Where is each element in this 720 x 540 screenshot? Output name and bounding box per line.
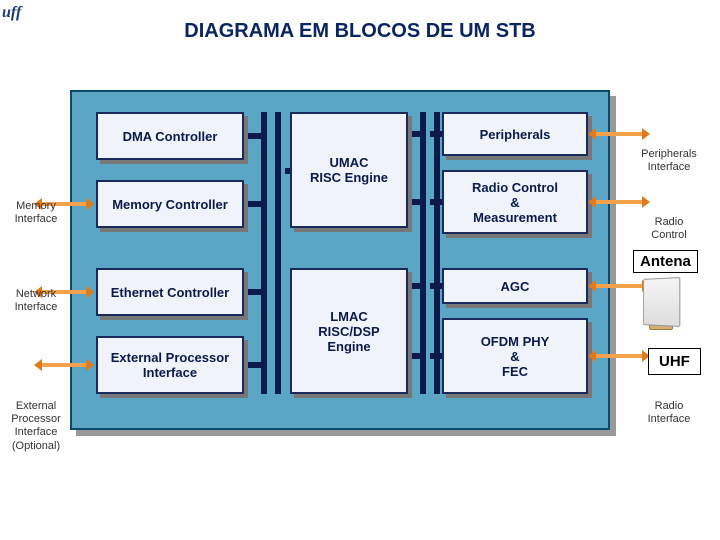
block-radio: Radio Control & Measurement <box>442 170 588 234</box>
title-text: DIAGRAMA EM BLOCOS DE UM STB <box>184 20 535 42</box>
antenna-panel <box>643 277 680 327</box>
ext-arrow <box>588 199 650 205</box>
ext-label-left: Network Interface <box>8 288 64 314</box>
ext-label-right: Radio Interface <box>634 400 704 426</box>
block-extproc: External Processor Interface <box>96 336 244 394</box>
bus-stub <box>430 353 442 359</box>
block-dma: DMA Controller <box>96 112 244 160</box>
bus-vertical <box>275 112 281 394</box>
ext-arrow <box>588 131 650 137</box>
bus-stub <box>430 199 442 205</box>
page-title: DIAGRAMA EM BLOCOS DE UM STB <box>0 20 720 43</box>
ext-arrow <box>588 283 650 289</box>
ext-arrow <box>34 362 94 368</box>
ext-arrow <box>588 353 650 359</box>
block-lmac: LMAC RISC/DSP Engine <box>290 268 408 394</box>
block-ofdm: OFDM PHY & FEC <box>442 318 588 394</box>
uhf-label: UHF <box>659 353 690 370</box>
block-memctrl: Memory Controller <box>96 180 244 228</box>
ext-label-left: External Processor Interface (Optional) <box>8 400 64 453</box>
block-periph: Peripherals <box>442 112 588 156</box>
logo-text: uff <box>2 4 21 21</box>
antenna-label-box: Antena <box>633 250 698 273</box>
ext-label-right: Radio Control <box>634 216 704 242</box>
ext-label-left: Memory Interface <box>8 200 64 226</box>
block-agc: AGC <box>442 268 588 304</box>
bus-vertical <box>420 112 426 394</box>
block-eth: Ethernet Controller <box>96 268 244 316</box>
bus-stub <box>430 283 442 289</box>
ext-label-right: Peripherals Interface <box>634 148 704 174</box>
antenna-icon <box>642 278 680 330</box>
uhf-label-box: UHF <box>648 348 701 375</box>
bus-vertical <box>434 112 440 394</box>
bus-stub <box>430 131 442 137</box>
bus-vertical <box>261 112 267 394</box>
block-umac: UMAC RISC Engine <box>290 112 408 228</box>
antenna-label: Antena <box>640 253 691 270</box>
